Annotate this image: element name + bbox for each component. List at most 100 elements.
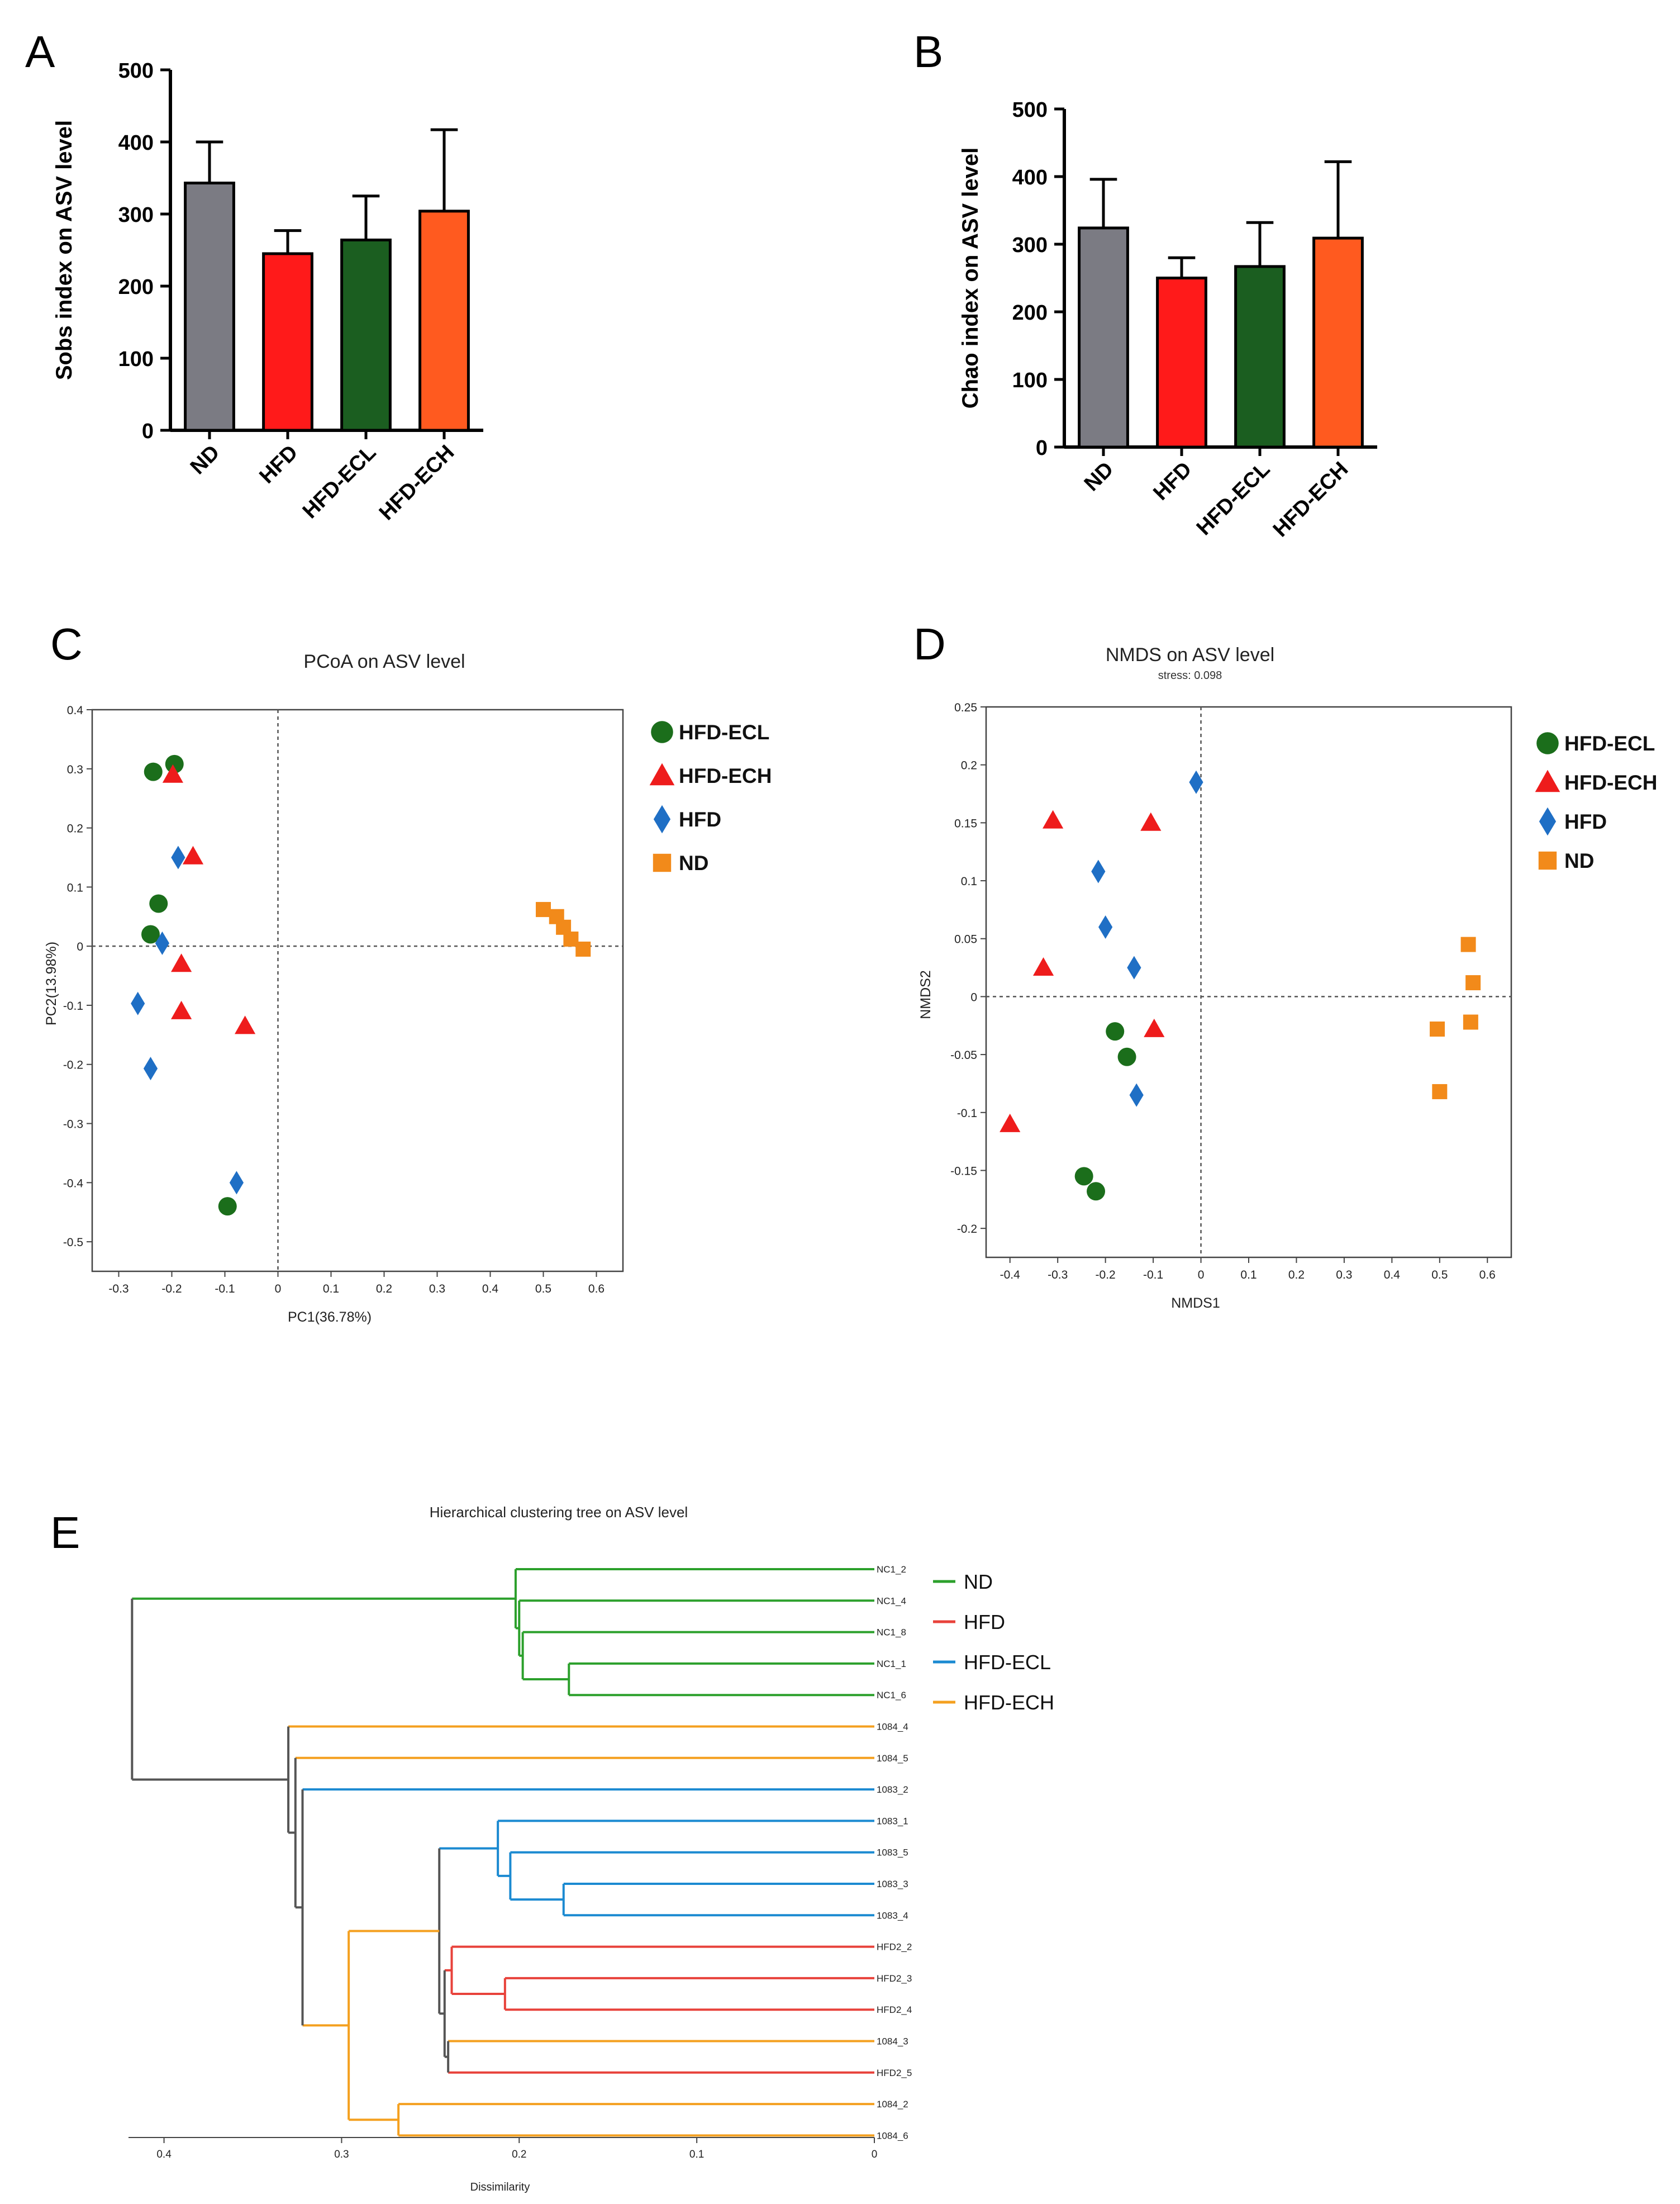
legend-label-hfd: HFD — [679, 808, 721, 831]
bar-hfd-ech — [1312, 236, 1364, 449]
point-hfd — [171, 846, 185, 870]
x-tick-label: -0.2 — [161, 1282, 182, 1295]
legend-marker-hfd-ech — [1535, 770, 1560, 792]
y-tick-label: 200 — [118, 276, 154, 299]
legend-label-hfd: HFD — [1564, 810, 1607, 833]
x-tick-label: 0.2 — [1288, 1269, 1305, 1281]
point-hfd-ech — [1043, 810, 1064, 829]
point-nd — [536, 902, 551, 918]
point-hfd-ecl — [1074, 1167, 1093, 1186]
legend-marker-nd — [1538, 851, 1557, 870]
leaf-label: NC1_1 — [877, 1659, 906, 1669]
leaf-label: HFD2_3 — [877, 1973, 912, 1984]
x-tick-label: 0.5 — [535, 1282, 551, 1295]
y-tick-label: 500 — [1012, 98, 1048, 122]
y-tick-label: -0.1 — [63, 1000, 83, 1013]
x-tick-label: -0.2 — [1096, 1269, 1116, 1281]
x-tick-label: 0.2 — [512, 2149, 526, 2160]
leaf-label: NC1_6 — [877, 1690, 906, 1700]
y-tick-label: 0.25 — [954, 701, 977, 714]
leaf-label: 1084_5 — [877, 1753, 908, 1764]
x-tick-label: 0.4 — [1384, 1269, 1401, 1281]
y-tick-label: 100 — [1012, 369, 1048, 392]
y-tick-label: 0.05 — [954, 933, 977, 946]
y-tick-label: 300 — [1012, 234, 1048, 257]
leaf-label: NC1_4 — [877, 1595, 906, 1606]
y-axis-label: Sobs index on ASV level — [52, 120, 77, 380]
legend-marker-hfd — [1539, 807, 1557, 836]
y-tick-label: -0.2 — [63, 1059, 83, 1072]
leaf-label: NC1_8 — [877, 1627, 906, 1638]
point-hfd — [1189, 770, 1203, 794]
point-nd — [1432, 1084, 1448, 1099]
pcoa-title: PCoA on ASV level — [303, 651, 465, 672]
point-hfd-ech — [162, 764, 183, 783]
point-hfd — [131, 991, 145, 1015]
y-tick-label: 100 — [118, 348, 154, 371]
point-hfd-ecl — [1117, 1047, 1136, 1066]
y-tick-label: 0.1 — [961, 875, 977, 888]
y-tick-label: 200 — [1012, 301, 1048, 325]
y-tick-label: 0 — [970, 991, 977, 1004]
x-tick-label: -0.3 — [108, 1282, 129, 1295]
y-tick-label: -0.2 — [957, 1223, 977, 1236]
point-hfd — [229, 1171, 244, 1195]
point-hfd-ech — [1032, 957, 1054, 976]
x-tick-label: 0.3 — [1336, 1269, 1352, 1281]
x-tick-label: 0 — [872, 2149, 878, 2160]
y-tick-label: 300 — [118, 203, 154, 227]
dendrogram: Hierarchical clustering tree on ASV leve… — [129, 1504, 1054, 2193]
leaf-label: 1083_1 — [877, 1816, 908, 1826]
bar-hfd — [262, 252, 313, 432]
scatter-pcoa: PCoA on ASV level PC1(36.78%) PC2(13.98%… — [44, 651, 772, 1325]
plot-frame — [91, 709, 624, 1272]
point-hfd-ech — [1144, 1018, 1165, 1037]
point-nd — [1465, 975, 1481, 991]
legend-marker-hfd-ech — [649, 763, 675, 786]
x-tick-label: 0.1 — [689, 2149, 704, 2160]
point-hfd-ech — [182, 846, 204, 864]
point-nd — [1463, 1014, 1478, 1030]
legend-label-hfd: HFD — [964, 1611, 1005, 1633]
x-tick-label: 0.2 — [376, 1282, 392, 1295]
point-nd — [1430, 1021, 1445, 1037]
x-tick-label: 0.4 — [482, 1282, 499, 1295]
y-tick-label: 0.15 — [954, 817, 977, 830]
panel-label-b: B — [913, 27, 943, 77]
legend-label-nd: ND — [679, 852, 708, 875]
tree-title: Hierarchical clustering tree on ASV leve… — [430, 1504, 688, 1521]
legend-label-hfd-ech: HFD-ECH — [964, 1691, 1054, 1714]
legend-marker-hfd-ecl — [651, 721, 673, 743]
nmds-ylabel: NMDS2 — [918, 970, 934, 1019]
nmds-xlabel: NMDS1 — [1171, 1295, 1220, 1311]
y-tick-label: -0.15 — [950, 1165, 977, 1177]
y-tick-label: 0.3 — [67, 763, 83, 776]
leaf-label: 1084_6 — [877, 2130, 908, 2141]
leaf-label: HFD2_2 — [877, 1942, 912, 1953]
leaf-label: 1084_3 — [877, 2036, 908, 2047]
point-hfd-ecl — [1106, 1022, 1125, 1041]
x-tick-label: 0.6 — [1479, 1269, 1496, 1281]
point-hfd-ecl — [144, 762, 163, 781]
leaf-label: 1083_5 — [877, 1847, 908, 1858]
legend-label-hfd-ecl: HFD-ECL — [964, 1651, 1051, 1674]
legend-marker-hfd-ecl — [1536, 732, 1559, 754]
x-tick-label: 0 — [275, 1282, 282, 1295]
point-hfd-ecl — [141, 925, 160, 944]
point-hfd — [1127, 956, 1141, 980]
leaf-label: HFD2_5 — [877, 2068, 912, 2078]
x-tick-label: 0.1 — [1240, 1269, 1257, 1281]
nmds-title: NMDS on ASV level — [1106, 644, 1274, 666]
y-tick-label: 0 — [77, 940, 83, 953]
panel-label-c: C — [50, 619, 83, 669]
x-tick-label: 0 — [1198, 1269, 1205, 1281]
point-hfd — [155, 931, 169, 955]
y-tick-label: -0.05 — [950, 1049, 977, 1062]
y-tick-label: 500 — [118, 59, 154, 83]
point-hfd-ech — [1140, 812, 1162, 831]
bar-nd — [1078, 226, 1129, 449]
x-tick-label: -0.1 — [1143, 1269, 1163, 1281]
bar-hfd — [1156, 277, 1207, 449]
bar-nd — [184, 182, 235, 432]
y-tick-label: 0.1 — [67, 881, 83, 894]
